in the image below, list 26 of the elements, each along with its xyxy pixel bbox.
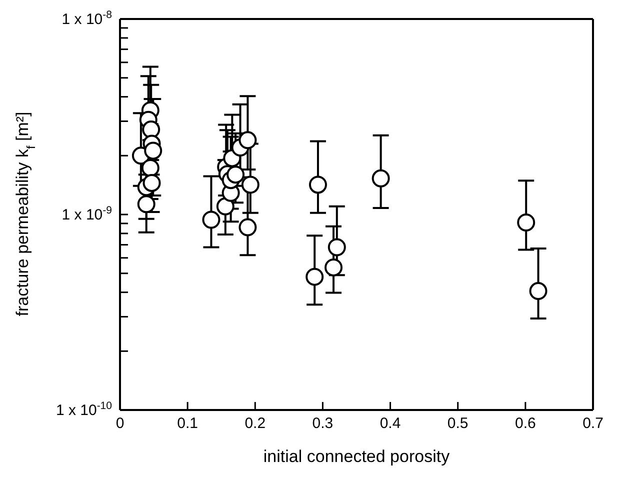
point — [517, 214, 536, 232]
x-axis-title: initial connected porosity — [263, 447, 450, 466]
point — [226, 166, 245, 184]
point — [137, 195, 156, 214]
x-tick-label: 0.6 — [515, 415, 536, 432]
x-tick-label: 0.2 — [244, 415, 266, 432]
point — [142, 120, 160, 139]
x-tick-label: 0 — [116, 415, 124, 432]
point — [238, 218, 257, 236]
point — [202, 210, 220, 229]
y-tick-label: 1 x 10$^{-10}$ — [56, 400, 112, 419]
x-tick-label: 0.7 — [582, 415, 604, 432]
y-tick-label: 1 x 10$^{-9}$ — [62, 204, 112, 224]
point — [306, 268, 324, 286]
x-tick-label: 0.4 — [380, 415, 401, 432]
point — [144, 142, 162, 160]
point — [529, 282, 548, 300]
point — [308, 176, 327, 194]
x-tick-label: 0.1 — [177, 415, 198, 432]
x-tick-label: 0.3 — [312, 415, 334, 432]
point — [238, 131, 257, 150]
point — [372, 169, 390, 188]
point — [328, 238, 346, 256]
y-tick-label: 1 x 10$^{-8}$ — [62, 9, 112, 28]
x-tick-label: 0.5 — [447, 415, 468, 432]
point — [324, 258, 343, 276]
